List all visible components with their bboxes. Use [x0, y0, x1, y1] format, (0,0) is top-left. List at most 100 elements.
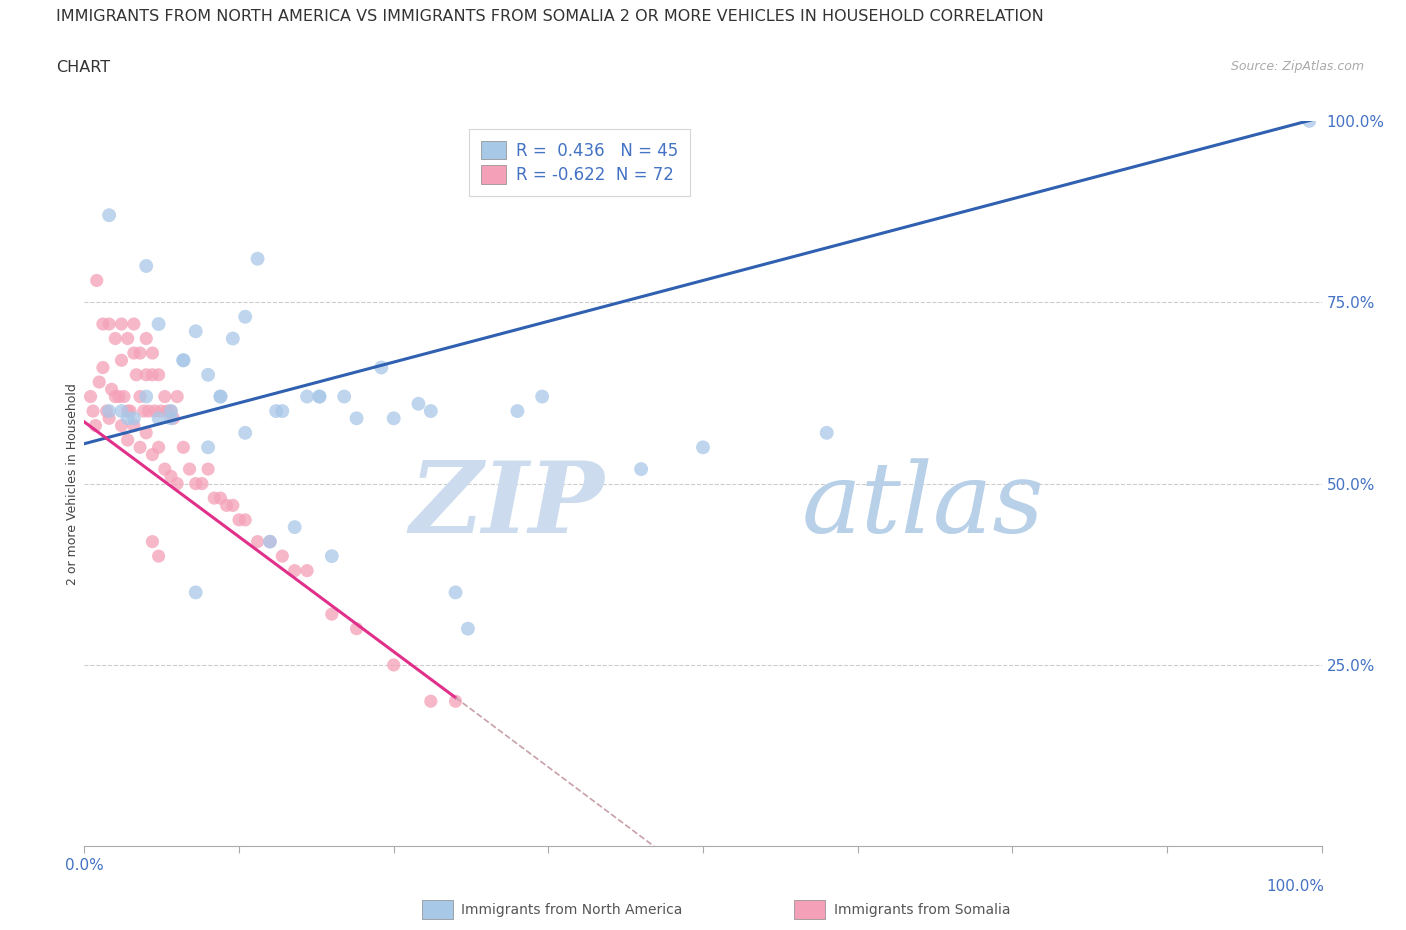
Point [284, 520, 307, 535]
Point [150, 404, 173, 418]
Point [148, 549, 170, 564]
Text: ZIP: ZIP [409, 458, 605, 553]
Point [117, 411, 139, 426]
Point [321, 549, 343, 564]
Point [153, 461, 176, 476]
Point [197, 367, 219, 382]
Point [84, 418, 107, 433]
Point [166, 389, 188, 404]
Point [692, 440, 714, 455]
Point [284, 564, 307, 578]
Point [141, 447, 163, 462]
Point [143, 404, 166, 418]
Point [408, 396, 430, 411]
Point [110, 404, 132, 418]
Legend: R =  0.436   N = 45, R = -0.622  N = 72: R = 0.436 N = 45, R = -0.622 N = 72 [470, 129, 689, 195]
Point [191, 476, 214, 491]
Point [346, 411, 368, 426]
Point [209, 491, 232, 506]
Point [82, 404, 104, 418]
Point [444, 694, 467, 709]
Point [233, 512, 256, 527]
Point [104, 331, 127, 346]
Point [382, 658, 405, 672]
Point [202, 491, 225, 506]
Point [382, 411, 405, 426]
Point [172, 352, 194, 367]
Point [104, 389, 127, 404]
Point [108, 389, 131, 404]
Point [259, 534, 281, 549]
Point [122, 418, 145, 433]
Point [135, 425, 157, 440]
Point [162, 411, 184, 426]
Point [457, 621, 479, 636]
Point [179, 461, 201, 476]
Point [110, 418, 132, 433]
Text: 100.0%: 100.0% [1267, 879, 1324, 894]
Text: Source: ZipAtlas.com: Source: ZipAtlas.com [1230, 60, 1364, 73]
Point [135, 389, 157, 404]
Point [91, 316, 114, 331]
Point [228, 512, 250, 527]
Point [138, 404, 160, 418]
Point [98, 316, 121, 331]
Point [122, 411, 145, 426]
Point [122, 346, 145, 361]
Point [86, 273, 108, 288]
Point [153, 389, 176, 404]
Point [100, 382, 122, 397]
Point [120, 404, 142, 418]
Point [172, 352, 194, 367]
Point [135, 259, 157, 273]
Point [110, 316, 132, 331]
Point [79, 389, 101, 404]
Point [148, 440, 170, 455]
Point [346, 621, 368, 636]
Point [110, 352, 132, 367]
Point [141, 367, 163, 382]
Point [233, 425, 256, 440]
Point [166, 476, 188, 491]
Point [160, 404, 183, 418]
Point [222, 331, 245, 346]
Point [215, 498, 238, 512]
Text: atlas: atlas [801, 458, 1045, 553]
Point [209, 389, 232, 404]
Point [222, 498, 245, 512]
Point [370, 360, 392, 375]
Point [308, 389, 330, 404]
Point [259, 534, 281, 549]
Point [129, 389, 152, 404]
Text: IMMIGRANTS FROM NORTH AMERICA VS IMMIGRANTS FROM SOMALIA 2 OR MORE VEHICLES IN H: IMMIGRANTS FROM NORTH AMERICA VS IMMIGRA… [56, 9, 1045, 24]
Point [98, 404, 121, 418]
Text: CHART: CHART [56, 60, 110, 75]
Point [271, 549, 294, 564]
Point [419, 404, 441, 418]
Point [117, 432, 139, 447]
Point [444, 585, 467, 600]
Point [98, 411, 121, 426]
Point [295, 389, 318, 404]
Point [132, 404, 155, 418]
Point [271, 404, 294, 418]
Point [308, 389, 330, 404]
Point [184, 324, 207, 339]
Point [91, 360, 114, 375]
Point [1298, 113, 1320, 128]
Point [122, 316, 145, 331]
Point [129, 440, 152, 455]
Point [630, 461, 652, 476]
Point [197, 440, 219, 455]
Point [197, 461, 219, 476]
Point [148, 367, 170, 382]
Point [419, 694, 441, 709]
Point [333, 389, 356, 404]
Text: Immigrants from North America: Immigrants from North America [461, 902, 682, 917]
Point [89, 375, 111, 390]
Point [172, 440, 194, 455]
Point [160, 404, 183, 418]
Point [117, 404, 139, 418]
Point [160, 411, 183, 426]
Y-axis label: 2 or more Vehicles in Household: 2 or more Vehicles in Household [66, 382, 79, 585]
